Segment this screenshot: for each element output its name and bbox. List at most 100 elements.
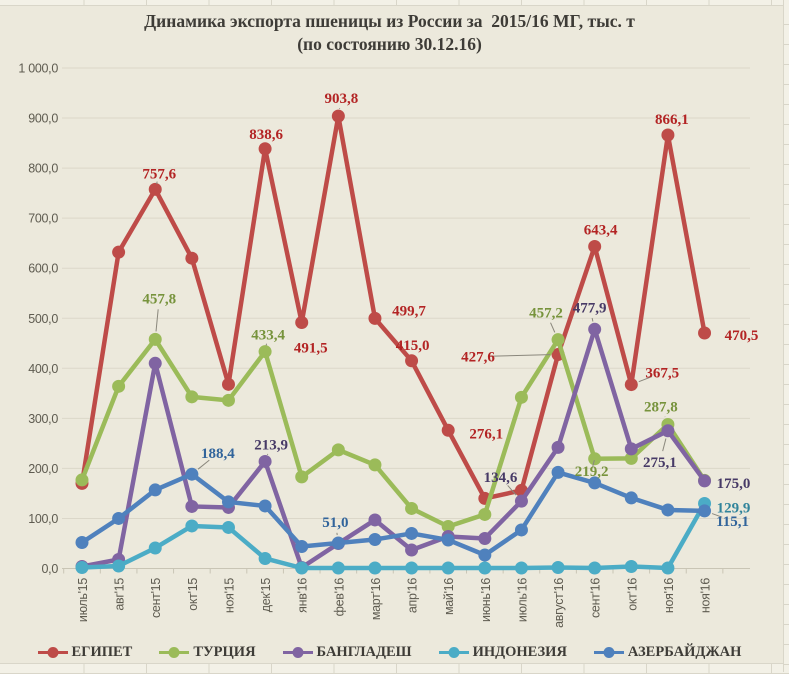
data-point-АЗЕРБАЙДЖАН[interactable] [368, 533, 381, 546]
data-point-ЕГИПЕТ[interactable] [295, 316, 308, 329]
data-point-ЕГИПЕТ[interactable] [149, 183, 162, 196]
data-point-ТУРЦИЯ[interactable] [185, 390, 198, 403]
data-point-БАНГЛАДЕШ[interactable] [368, 513, 381, 526]
data-point-АЗЕРБАЙДЖАН[interactable] [112, 512, 125, 525]
data-label-leader [663, 439, 666, 452]
data-point-ТУРЦИЯ[interactable] [76, 473, 89, 486]
data-label-ЕГИПЕТ: 757,6 [142, 166, 176, 182]
y-axis-tick-label: 500,0 [28, 312, 58, 326]
data-point-ЕГИПЕТ[interactable] [332, 110, 345, 123]
data-point-ТУРЦИЯ[interactable] [368, 458, 381, 471]
data-point-БАНГЛАДЕШ[interactable] [405, 543, 418, 556]
data-point-ЕГИПЕТ[interactable] [112, 246, 125, 259]
legend-item-ТУРЦИЯ[interactable]: ТУРЦИЯ [159, 644, 255, 661]
data-point-ТУРЦИЯ[interactable] [478, 508, 491, 521]
data-point-ИНДОНЕЗИЯ[interactable] [478, 561, 491, 574]
data-point-БАНГЛАДЕШ[interactable] [661, 424, 674, 437]
data-point-ИНДОНЕЗИЯ[interactable] [552, 561, 565, 574]
data-point-ЕГИПЕТ[interactable] [368, 312, 381, 325]
data-point-ИНДОНЕЗИЯ[interactable] [222, 521, 235, 534]
legend-label: БАНГЛАДЕШ [317, 644, 412, 661]
data-point-ЕГИПЕТ[interactable] [661, 129, 674, 142]
data-point-АЗЕРБАЙДЖАН[interactable] [259, 499, 272, 512]
legend-item-БАНГЛАДЕШ[interactable]: БАНГЛАДЕШ [283, 644, 412, 661]
data-point-АЗЕРБАЙДЖАН[interactable] [222, 495, 235, 508]
data-point-АЗЕРБАЙДЖАН[interactable] [149, 483, 162, 496]
data-point-ИНДОНЕЗИЯ[interactable] [515, 561, 528, 574]
data-point-БАНГЛАДЕШ[interactable] [478, 532, 491, 545]
data-point-ТУРЦИЯ[interactable] [112, 380, 125, 393]
data-point-АЗЕРБАЙДЖАН[interactable] [442, 533, 455, 546]
data-point-ТУРЦИЯ[interactable] [515, 391, 528, 404]
data-point-АЗЕРБАЙДЖАН[interactable] [552, 466, 565, 479]
data-point-ЕГИПЕТ[interactable] [222, 378, 235, 391]
data-point-АЗЕРБАЙДЖАН[interactable] [478, 548, 491, 561]
data-point-ТУРЦИЯ[interactable] [149, 333, 162, 346]
data-point-БАНГЛАДЕШ[interactable] [625, 442, 638, 455]
data-label-ЕГИПЕТ: 415,0 [396, 338, 430, 354]
legend-item-АЗЕРБАЙДЖАН[interactable]: АЗЕРБАЙДЖАН [594, 644, 742, 661]
data-point-АЗЕРБАЙДЖАН[interactable] [185, 468, 198, 481]
data-point-ТУРЦИЯ[interactable] [295, 470, 308, 483]
data-point-БАНГЛАДЕШ[interactable] [259, 455, 272, 468]
data-point-ЕГИПЕТ[interactable] [405, 354, 418, 367]
data-point-БАНГЛАДЕШ[interactable] [149, 357, 162, 370]
data-point-ИНДОНЕЗИЯ[interactable] [149, 541, 162, 554]
data-point-БАНГЛАДЕШ[interactable] [552, 441, 565, 454]
data-point-ТУРЦИЯ[interactable] [222, 394, 235, 407]
data-point-ЕГИПЕТ[interactable] [698, 327, 711, 340]
data-point-ЕГИПЕТ[interactable] [625, 378, 638, 391]
data-point-ИНДОНЕЗИЯ[interactable] [661, 561, 674, 574]
x-axis-category-label: март'16 [369, 578, 383, 620]
data-point-АЗЕРБАЙДЖАН[interactable] [515, 523, 528, 536]
x-axis-category-label: август'16 [552, 578, 566, 628]
data-point-ЕГИПЕТ[interactable] [185, 252, 198, 265]
data-point-ТУРЦИЯ[interactable] [332, 443, 345, 456]
data-point-ИНДОНЕЗИЯ[interactable] [442, 561, 455, 574]
data-point-ЕГИПЕТ[interactable] [442, 424, 455, 437]
data-point-ЕГИПЕТ[interactable] [588, 240, 601, 253]
x-axis-category-label: ноя'16 [699, 578, 713, 613]
data-label-ЕГИПЕТ: 866,1 [655, 112, 689, 128]
data-point-БАНГЛАДЕШ[interactable] [588, 323, 601, 336]
y-axis-tick-label: 100,0 [28, 512, 58, 526]
y-axis-tick-label: 300,0 [28, 412, 58, 426]
data-point-АЗЕРБАЙДЖАН[interactable] [661, 503, 674, 516]
data-point-АЗЕРБАЙДЖАН[interactable] [625, 491, 638, 504]
data-point-ИНДОНЕЗИЯ[interactable] [259, 552, 272, 565]
data-point-АЗЕРБАЙДЖАН[interactable] [698, 504, 711, 517]
data-point-ИНДОНЕЗИЯ[interactable] [76, 561, 89, 574]
x-axis-category-label: ноя'16 [662, 578, 676, 613]
data-point-ИНДОНЕЗИЯ[interactable] [588, 561, 601, 574]
data-point-БАНГЛАДЕШ[interactable] [698, 474, 711, 487]
y-axis-tick-label: 900,0 [28, 112, 58, 126]
data-point-АЗЕРБАЙДЖАН[interactable] [295, 540, 308, 553]
data-point-ИНДОНЕЗИЯ[interactable] [332, 561, 345, 574]
data-point-ТУРЦИЯ[interactable] [552, 333, 565, 346]
legend-item-ИНДОНЕЗИЯ[interactable]: ИНДОНЕЗИЯ [439, 644, 567, 661]
data-point-ЕГИПЕТ[interactable] [259, 142, 272, 155]
data-point-БАНГЛАДЕШ[interactable] [185, 500, 198, 513]
x-axis-category-label: фев'16 [332, 578, 346, 617]
data-point-АЗЕРБАЙДЖАН[interactable] [332, 536, 345, 549]
data-point-ИНДОНЕЗИЯ[interactable] [295, 561, 308, 574]
data-label-АЗЕРБАЙДЖАН: 51,0 [322, 515, 348, 531]
x-axis-category-label: июль'16 [515, 578, 529, 622]
data-point-ТУРЦИЯ[interactable] [405, 502, 418, 515]
data-point-ИНДОНЕЗИЯ[interactable] [405, 561, 418, 574]
data-point-ТУРЦИЯ[interactable] [259, 345, 272, 358]
data-point-ИНДОНЕЗИЯ[interactable] [112, 559, 125, 572]
legend-marker-ЕГИПЕТ [38, 646, 68, 659]
data-point-АЗЕРБАЙДЖАН[interactable] [405, 527, 418, 540]
legend-label: ТУРЦИЯ [193, 644, 255, 661]
data-point-ИНДОНЕЗИЯ[interactable] [368, 561, 381, 574]
legend-item-ЕГИПЕТ[interactable]: ЕГИПЕТ [38, 644, 133, 661]
data-point-ИНДОНЕЗИЯ[interactable] [185, 519, 198, 532]
data-point-АЗЕРБАЙДЖАН[interactable] [76, 536, 89, 549]
data-point-БАНГЛАДЕШ[interactable] [515, 495, 528, 508]
x-axis-category-label: май'16 [442, 578, 456, 615]
data-label-ЕГИПЕТ: 367,5 [645, 366, 679, 382]
data-label-ТУРЦИЯ: 219,2 [575, 464, 609, 480]
data-point-ИНДОНЕЗИЯ[interactable] [625, 560, 638, 573]
